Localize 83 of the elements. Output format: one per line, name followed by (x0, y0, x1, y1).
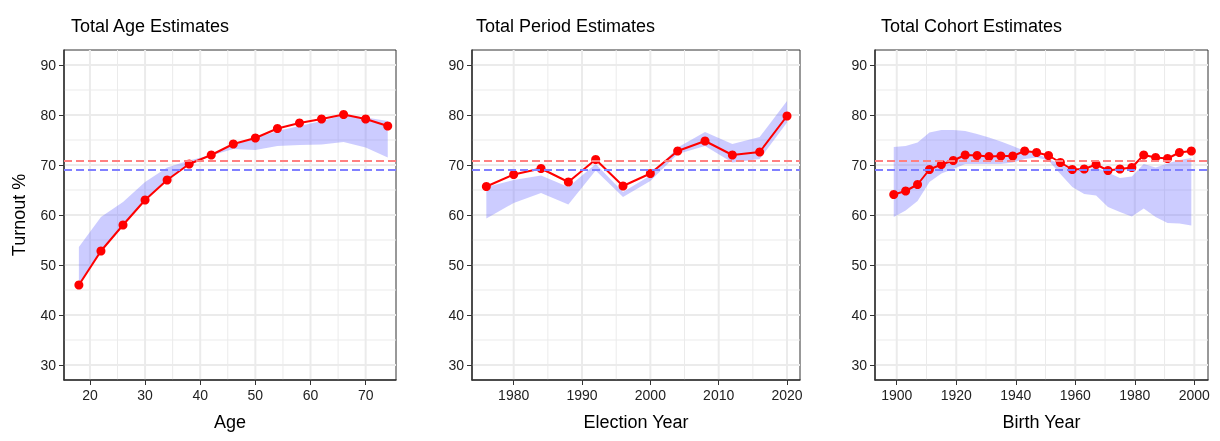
y-tick-label: 90 (851, 57, 868, 73)
x-axis-title: Election Year (583, 412, 689, 432)
point (1174, 148, 1184, 157)
y-tick-label: 80 (40, 107, 57, 123)
point (984, 152, 994, 161)
y-tick-label: 90 (448, 57, 465, 73)
point (645, 169, 655, 178)
point (1020, 146, 1030, 156)
x-tick-label: 2000 (1178, 387, 1211, 403)
x-tick-label: 1960 (1059, 387, 1092, 403)
x-tick-label: 30 (137, 387, 154, 403)
point (1032, 148, 1042, 157)
y-tick-label: 60 (40, 207, 57, 223)
point (972, 151, 982, 160)
point (361, 114, 371, 124)
point (206, 150, 216, 160)
x-tick-label: 2000 (634, 387, 667, 403)
y-tick-label: 40 (448, 307, 465, 323)
x-tick-label: 2010 (703, 387, 735, 403)
x-tick-label: 1920 (940, 387, 973, 403)
chart-title: Total Age Estimates (71, 16, 230, 36)
y-tick-label: 60 (448, 207, 465, 223)
x-axis-title: Birth Year (1002, 412, 1081, 432)
point (889, 190, 899, 199)
x-tick-label: 20 (82, 387, 98, 403)
y-axis-title: Turnout % (9, 173, 29, 257)
y-tick-label: 40 (851, 307, 868, 323)
point (295, 118, 304, 128)
y-tick-label: 40 (40, 307, 57, 323)
chart-title: Total Cohort Estimates (881, 16, 1063, 36)
point (140, 195, 150, 205)
y-tick-label: 80 (448, 107, 465, 123)
point (272, 124, 282, 133)
y-tick-label: 80 (851, 107, 868, 123)
y-tick-label: 70 (851, 157, 868, 173)
point (996, 151, 1006, 161)
point (1008, 151, 1018, 161)
chart-title: Total Period Estimates (476, 16, 656, 36)
point (727, 150, 737, 160)
point (700, 136, 710, 146)
point (317, 114, 327, 124)
x-tick-label: 1980 (1119, 387, 1151, 403)
point (755, 147, 765, 157)
point (339, 110, 349, 119)
x-tick-label: 1900 (881, 387, 913, 403)
point (74, 280, 84, 290)
x-tick-label: 1990 (566, 387, 598, 403)
x-tick-label: 70 (357, 387, 374, 403)
point (383, 121, 393, 131)
x-tick-label: 50 (247, 387, 264, 403)
y-tick-label: 30 (40, 357, 57, 373)
point (673, 146, 683, 156)
x-axis-title: Age (213, 412, 247, 432)
y-tick-label: 70 (448, 157, 465, 173)
y-tick-label: 30 (448, 357, 465, 373)
point (118, 220, 128, 230)
point (1186, 146, 1196, 156)
point (901, 186, 911, 196)
x-tick-label: 40 (192, 387, 209, 403)
point (1044, 151, 1053, 160)
y-tick-label: 50 (851, 257, 868, 273)
point (563, 177, 573, 187)
point (960, 150, 970, 160)
point (1139, 150, 1149, 160)
point (228, 139, 238, 149)
y-tick-label: 30 (851, 357, 868, 373)
point (96, 246, 106, 256)
x-tick-label: 2020 (771, 387, 803, 403)
y-tick-label: 90 (40, 57, 57, 73)
y-tick-label: 60 (851, 207, 868, 223)
x-tick-label: 1980 (498, 387, 530, 403)
point (481, 182, 491, 191)
x-tick-label: 60 (302, 387, 319, 403)
point (618, 181, 628, 191)
point (250, 133, 260, 143)
point (782, 111, 792, 121)
point (913, 180, 923, 189)
x-tick-label: 1940 (1000, 387, 1032, 403)
y-tick-label: 50 (448, 257, 465, 273)
y-tick-label: 70 (40, 157, 57, 173)
point (509, 170, 519, 179)
y-tick-label: 50 (40, 257, 57, 273)
point (162, 175, 172, 185)
